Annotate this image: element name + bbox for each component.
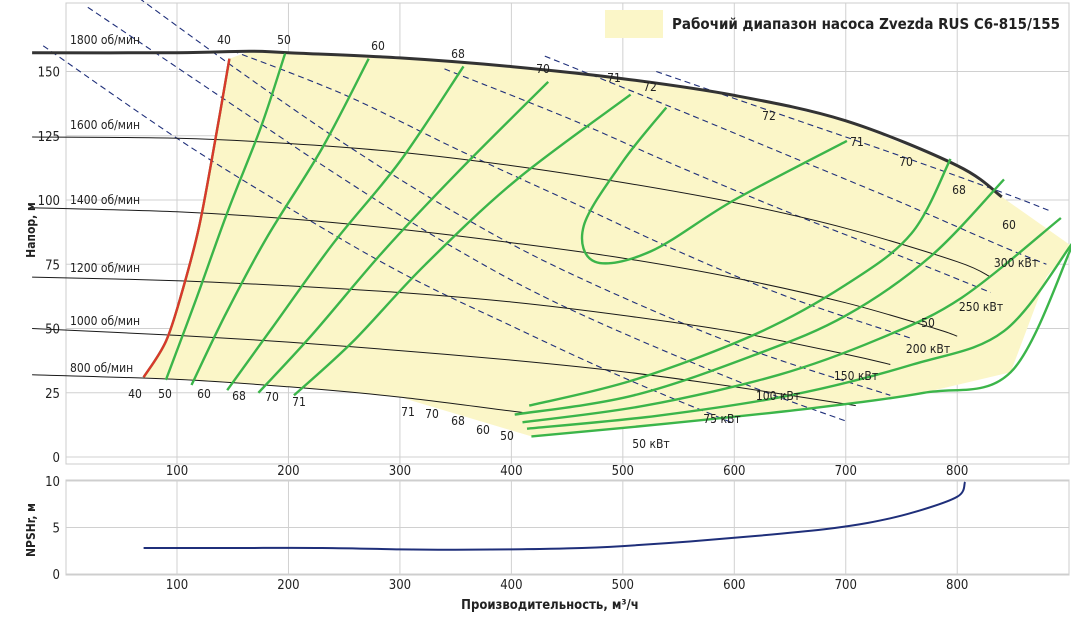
efficiency-label: 50 — [277, 33, 291, 47]
x-tick-label-top: 100 — [166, 464, 188, 479]
efficiency-label: 40 — [128, 387, 142, 401]
y-axis-title-head: Напор, м — [24, 202, 38, 258]
top-plot-frame — [65, 2, 1070, 465]
x-axis-title: Производительность, м³/ч — [461, 598, 639, 613]
npsh-curve — [143, 481, 966, 551]
x-tick-label-top: 400 — [500, 464, 522, 479]
efficiency-curve — [531, 245, 1071, 438]
efficiency-label: 60 — [1002, 218, 1016, 232]
power-curve — [656, 70, 1049, 211]
y-tick-label-bottom: 10 — [45, 475, 60, 490]
y-tick-label-top: 50 — [45, 323, 60, 338]
x-tick-label-bottom: 600 — [723, 578, 745, 593]
x-tick-label-top: 300 — [389, 464, 411, 479]
efficiency-label: 72 — [762, 109, 776, 123]
speed-curve — [32, 136, 991, 278]
y-tick-label-bottom: 5 — [53, 522, 60, 537]
x-tick-label-top: 500 — [612, 464, 634, 479]
y-axis-title-npsh: NPSHr, м — [24, 503, 38, 557]
power-label: 300 кВт — [994, 256, 1038, 270]
chart-labels: 1800 об/мин 1600 об/мин 1400 об/мин 1200 об… — [70, 33, 1038, 451]
efficiency-label: 68 — [232, 389, 246, 403]
efficiency-label: 68 — [451, 47, 465, 61]
power-label: 75 кВт — [703, 412, 740, 426]
efficiency-label: 71 — [850, 135, 864, 149]
x-tick-label-bottom: 400 — [500, 578, 522, 593]
x-tick-label-bottom: 500 — [612, 578, 634, 593]
efficiency-label: 70 — [536, 62, 550, 76]
efficiency-label: 72 — [643, 80, 657, 94]
x-tick-label-bottom: 300 — [389, 578, 411, 593]
y-tick-label-top: 25 — [45, 387, 60, 402]
speed-label: 800 об/мин — [70, 361, 133, 375]
x-tick-label-bottom: 200 — [277, 578, 299, 593]
efficiency-label: 40 — [217, 33, 231, 47]
legend-swatch — [605, 10, 663, 38]
efficiency-label: 71 — [401, 405, 415, 419]
speed-curve — [32, 207, 958, 337]
efficiency-label: 70 — [425, 407, 439, 421]
y-tick-label-top: 75 — [45, 258, 60, 273]
efficiency-label: 68 — [952, 183, 966, 197]
speed-label: 1200 об/мин — [70, 261, 140, 275]
power-curve — [87, 6, 846, 422]
efficiency-curve — [293, 93, 632, 397]
efficiency-label: 71 — [292, 395, 306, 409]
operating-range-fill — [143, 51, 1071, 437]
efficiency-label: 60 — [197, 387, 211, 401]
efficiency-label: 68 — [451, 414, 465, 428]
x-tick-label-top: 200 — [277, 464, 299, 479]
efficiency-curve — [514, 178, 1005, 416]
legend: Рабочий диапазон насоса Zvezda RUS C6-81… — [605, 10, 1060, 38]
speed-curve — [32, 374, 523, 413]
efficiency-label: 70 — [899, 155, 913, 169]
speed-label: 1000 об/мин — [70, 314, 140, 328]
speed-curves — [32, 49, 1003, 413]
x-tick-label-top: 800 — [946, 464, 968, 479]
power-label: 50 кВт — [632, 437, 669, 451]
speed-label: 1800 об/мин — [70, 33, 140, 47]
x-tick-label-top: 700 — [835, 464, 857, 479]
min-flow-curve — [142, 58, 231, 378]
y-tick-label-bottom: 0 — [53, 568, 60, 583]
x-tick-label-bottom: 800 — [946, 578, 968, 593]
efficiency-curve — [190, 58, 370, 386]
power-curve — [444, 68, 991, 294]
speed-curve — [32, 328, 856, 407]
efficiency-label: 50 — [158, 387, 172, 401]
efficiency-curve — [164, 53, 287, 381]
efficiency-label: 71 — [607, 71, 621, 85]
y-tick-label-top: 100 — [38, 194, 60, 209]
efficiency-label: 50 — [921, 316, 935, 330]
power-label: 150 кВт — [834, 369, 878, 383]
speed-label: 1400 об/мин — [70, 193, 140, 207]
efficiency-curve — [528, 158, 952, 407]
efficiency-curve — [526, 243, 1071, 430]
y-tick-label-top: 150 — [38, 66, 60, 81]
speed-curve — [32, 49, 1003, 199]
efficiency-label: 60 — [371, 39, 385, 53]
efficiency-label: 60 — [476, 423, 490, 437]
efficiency-curve — [522, 217, 1062, 424]
efficiency-curves — [142, 53, 1071, 438]
power-label: 200 кВт — [906, 342, 950, 356]
efficiency-curve — [226, 65, 465, 391]
y-tick-label-top: 0 — [53, 451, 60, 466]
x-tick-label-bottom: 700 — [835, 578, 857, 593]
legend-label: Рабочий диапазон насоса Zvezda RUS C6-81… — [672, 15, 1060, 33]
x-tick-label-bottom: 100 — [166, 578, 188, 593]
efficiency-label: 50 — [500, 429, 514, 443]
efficiency-label: 70 — [265, 390, 279, 404]
speed-label: 1600 об/мин — [70, 118, 140, 132]
operating-range-area — [143, 51, 1071, 437]
power-label: 250 кВт — [959, 300, 1003, 314]
npsh-line — [143, 481, 966, 551]
power-curve — [544, 55, 1047, 265]
power-label: 100 кВт — [756, 389, 800, 403]
efficiency-curve — [580, 106, 848, 265]
x-tick-label-top: 600 — [723, 464, 745, 479]
efficiency-curve — [257, 80, 550, 394]
